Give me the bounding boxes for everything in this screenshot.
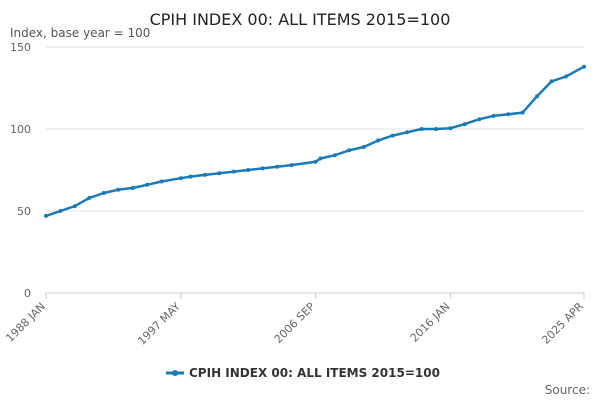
x-tick-label: 2025 APR (539, 300, 586, 347)
data-point[interactable] (202, 172, 207, 177)
y-tick-label: 50 (17, 205, 31, 218)
y-tick-label: 0 (24, 287, 31, 300)
data-point[interactable] (506, 112, 511, 117)
data-point[interactable] (87, 195, 92, 200)
data-point[interactable] (318, 156, 323, 161)
legend-entry-label: CPIH INDEX 00: ALL ITEMS 2015=100 (189, 366, 440, 380)
data-point[interactable] (217, 171, 222, 176)
y-tick-labels: 0 50 100 150 (10, 41, 31, 300)
data-point[interactable] (275, 164, 280, 169)
x-tick-label: 2016 JAN (408, 300, 453, 345)
y-axis-label: Index, base year = 100 (10, 26, 150, 40)
data-point[interactable] (58, 209, 63, 213)
data-point[interactable] (159, 179, 164, 184)
data-point[interactable] (347, 148, 352, 153)
data-point[interactable] (130, 186, 135, 190)
x-tick-label: 1997 MAY (135, 300, 183, 348)
data-point[interactable] (520, 110, 525, 115)
data-point[interactable] (563, 74, 568, 79)
data-point[interactable] (246, 168, 251, 172)
chart-title: CPIH INDEX 00: ALL ITEMS 2015=100 (150, 10, 451, 29)
x-tick-label: 1988 JAN (3, 300, 48, 345)
data-point[interactable] (361, 145, 366, 149)
data-point[interactable] (231, 169, 236, 174)
x-tick-label: 2006 SEP (272, 300, 318, 346)
data-point[interactable] (188, 174, 193, 179)
x-ticks: 1988 JAN 1997 MAY 2006 SEP 2016 JAN 2025 APR (3, 293, 586, 348)
data-point[interactable] (549, 79, 554, 84)
legend-marker (172, 370, 178, 376)
legend[interactable]: CPIH INDEX 00: ALL ITEMS 2015=100 (166, 366, 440, 380)
series-line (45, 65, 585, 218)
data-point[interactable] (72, 204, 77, 209)
data-point[interactable] (491, 113, 496, 118)
grid-lines (46, 46, 584, 212)
y-tick-label: 150 (10, 41, 31, 54)
data-point[interactable] (332, 153, 337, 158)
data-point[interactable] (145, 182, 150, 187)
data-point[interactable] (448, 126, 453, 131)
data-point[interactable] (535, 94, 540, 99)
data-point[interactable] (405, 130, 410, 135)
data-point[interactable] (477, 117, 482, 122)
data-point[interactable] (178, 176, 183, 181)
data-point[interactable] (313, 159, 318, 164)
y-tick-label: 100 (10, 123, 31, 136)
data-point[interactable] (419, 127, 424, 131)
series-layer (44, 64, 586, 218)
source-label: Source: (545, 383, 590, 397)
data-point[interactable] (289, 163, 294, 168)
data-point[interactable] (101, 191, 106, 195)
data-point[interactable] (376, 138, 381, 143)
data-point[interactable] (116, 187, 121, 192)
data-point[interactable] (260, 166, 265, 171)
data-point[interactable] (582, 64, 586, 69)
data-point[interactable] (44, 213, 48, 218)
data-point[interactable] (390, 133, 395, 138)
data-point[interactable] (434, 127, 438, 131)
data-point[interactable] (462, 122, 467, 127)
